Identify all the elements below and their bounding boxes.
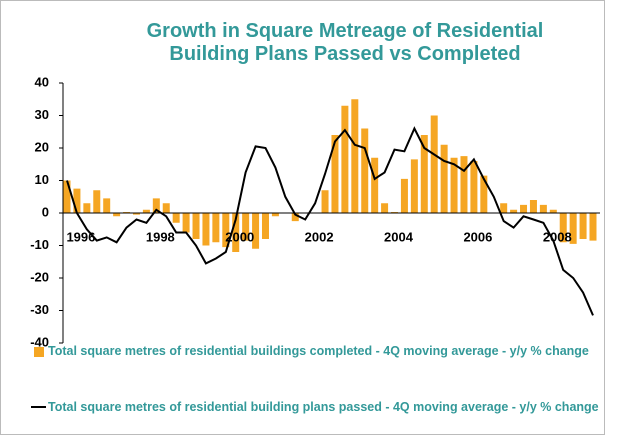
y-tick-label: 10 bbox=[35, 172, 49, 187]
bar bbox=[520, 204, 528, 213]
bar bbox=[539, 204, 547, 213]
y-tick-label: -20 bbox=[30, 269, 49, 284]
bar bbox=[222, 213, 230, 248]
y-tick-label: 0 bbox=[42, 204, 49, 219]
x-tick-label: 2004 bbox=[384, 229, 414, 244]
bar bbox=[400, 178, 408, 213]
bar bbox=[430, 115, 438, 213]
bar bbox=[450, 157, 458, 213]
bar bbox=[371, 157, 379, 213]
bar bbox=[212, 213, 220, 243]
y-tick-label: 40 bbox=[35, 74, 49, 89]
bar bbox=[569, 213, 577, 244]
bar bbox=[510, 209, 518, 213]
chart-title: Growth in Square Metreage of Residential… bbox=[146, 20, 544, 65]
x-tick-label: 1996 bbox=[66, 229, 95, 244]
bar bbox=[420, 135, 428, 213]
y-tick-label: 20 bbox=[35, 139, 49, 154]
bar bbox=[381, 203, 389, 213]
bar bbox=[63, 180, 71, 213]
bar bbox=[192, 213, 200, 239]
bar bbox=[291, 213, 299, 222]
bar bbox=[480, 175, 488, 213]
bar bbox=[172, 213, 180, 223]
bar bbox=[351, 99, 359, 213]
y-tick-label: -10 bbox=[30, 237, 49, 252]
bar bbox=[242, 213, 250, 241]
legend-entry: Total square metres of residential build… bbox=[48, 400, 599, 414]
bar bbox=[331, 135, 339, 213]
bar bbox=[579, 213, 587, 239]
bar bbox=[162, 203, 170, 213]
bar bbox=[152, 198, 160, 213]
bar bbox=[549, 209, 557, 213]
bar bbox=[113, 213, 121, 217]
bar bbox=[271, 213, 279, 217]
bar bbox=[93, 190, 101, 213]
bar bbox=[261, 213, 269, 239]
x-tick-label: 2002 bbox=[305, 229, 334, 244]
bar bbox=[83, 203, 91, 213]
y-tick-label: -30 bbox=[30, 302, 49, 317]
bar bbox=[361, 128, 369, 213]
bar bbox=[252, 213, 260, 249]
bar bbox=[103, 198, 111, 213]
bar bbox=[500, 203, 508, 213]
bar bbox=[142, 209, 150, 213]
x-tick-label: 2006 bbox=[463, 229, 492, 244]
legend-entry: Total square metres of residential build… bbox=[48, 344, 589, 358]
bar bbox=[589, 213, 597, 241]
bar bbox=[440, 144, 448, 213]
bar bbox=[232, 213, 240, 252]
bar bbox=[321, 190, 329, 213]
bar bbox=[460, 156, 468, 213]
y-tick-label: -40 bbox=[30, 334, 49, 349]
legend-swatch bbox=[34, 347, 44, 357]
bar bbox=[470, 161, 478, 213]
x-tick-label: 1998 bbox=[146, 229, 175, 244]
bar bbox=[529, 200, 537, 213]
bar bbox=[202, 213, 210, 246]
line bbox=[66, 126, 594, 316]
bar bbox=[182, 213, 190, 233]
bar bbox=[559, 213, 567, 243]
x-tick-label: 2008 bbox=[543, 229, 572, 244]
bar bbox=[132, 213, 140, 215]
bar bbox=[410, 159, 418, 213]
bar bbox=[73, 188, 81, 213]
y-tick-label: 30 bbox=[35, 107, 49, 122]
bar bbox=[341, 105, 349, 213]
